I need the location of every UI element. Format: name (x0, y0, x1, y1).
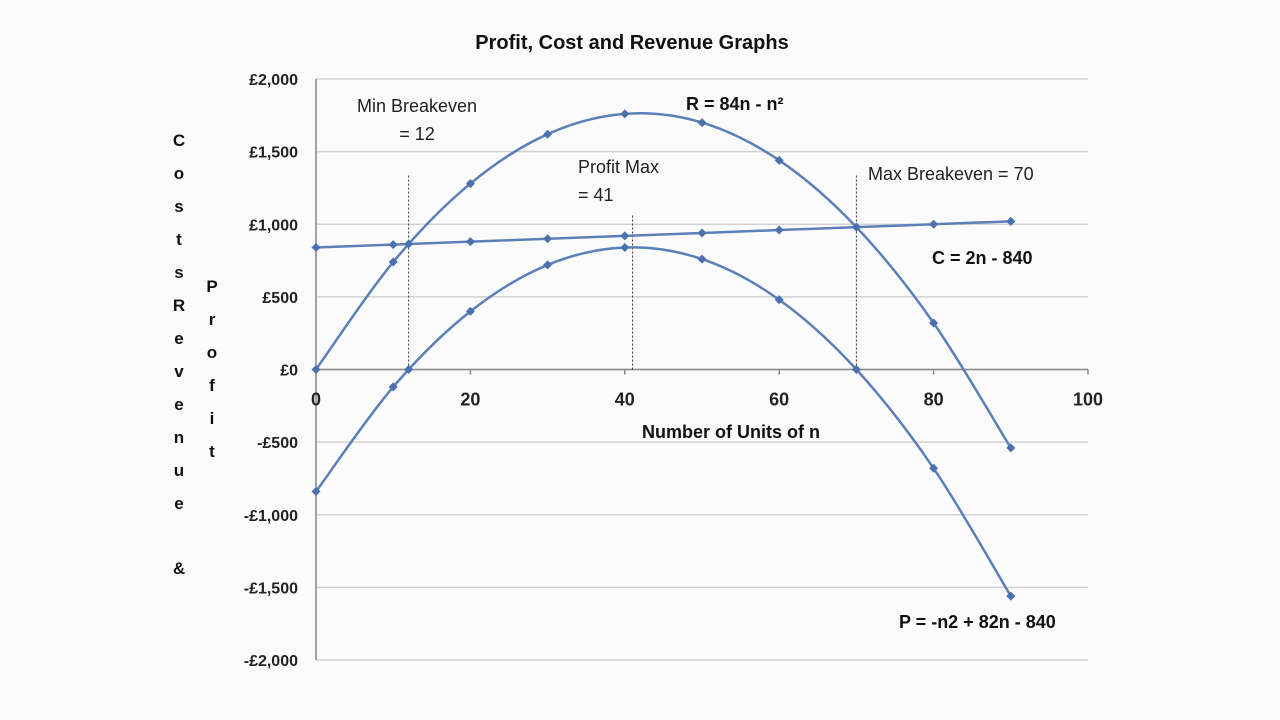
x-tick-label: 100 (1073, 390, 1103, 410)
y-tick-label: £1,500 (249, 145, 298, 162)
annotations: Min Breakeven = 12 Profit Max = 41 Max Break… (357, 96, 1034, 205)
data-point (388, 240, 398, 250)
tick-labels: £2,000 £1,500 £1,000 £500 £0 -£500 -£1,000 -£1,… (244, 72, 1103, 670)
breakeven-point (404, 239, 414, 249)
y-label-letter: & (173, 559, 185, 578)
marker-layer (311, 109, 1016, 601)
series-label: C = 2n - 840 (932, 248, 1033, 268)
series-line-2 (314, 246, 1012, 597)
y-label-letter: t (176, 230, 182, 249)
data-point (929, 463, 939, 473)
data-point (620, 242, 630, 252)
y-tick-label: £2,000 (249, 72, 298, 89)
y-label-letter: n (174, 428, 184, 447)
y-label-letter: s (174, 197, 183, 216)
y-label-letter: s (174, 263, 183, 282)
data-point (1006, 443, 1016, 453)
data-point (929, 318, 939, 328)
data-point (311, 365, 321, 374)
data-point (697, 254, 707, 264)
breakeven-point (404, 365, 414, 374)
annotation-text: Profit Max (578, 157, 659, 177)
y-label-letter: r (209, 310, 216, 329)
data-point (388, 382, 398, 392)
chart-title: Profit, Cost and Revenue Graphs (475, 32, 788, 54)
data-point (543, 129, 553, 139)
grid-layer (315, 78, 1089, 661)
y-label-letter: e (174, 329, 183, 348)
data-point (465, 179, 475, 189)
y-label-letter: v (174, 362, 184, 381)
data-point (465, 306, 475, 316)
y-axis-label-right: Profit (206, 277, 217, 461)
y-label-letter: P (206, 277, 217, 296)
series-label: R = 84n - n² (686, 94, 784, 114)
data-point (465, 237, 475, 247)
y-label-letter: o (207, 343, 217, 362)
y-label-letter: i (210, 409, 215, 428)
annotation-text: = 12 (399, 124, 435, 144)
x-tick-label: 40 (615, 390, 635, 410)
data-point (620, 109, 630, 119)
series-layer (314, 112, 1012, 597)
data-point (774, 155, 784, 165)
y-tick-label: £1,000 (249, 217, 298, 234)
data-point (1006, 591, 1016, 601)
x-tick-label: 0 (311, 390, 321, 410)
y-tick-label: -£1,500 (244, 580, 298, 597)
reference-lines (408, 173, 857, 370)
data-point (774, 225, 784, 235)
y-label-letter: o (174, 164, 184, 183)
data-point (774, 295, 784, 305)
data-point (697, 228, 707, 238)
annotation-text: Min Breakeven (357, 96, 477, 116)
series-line-0 (314, 112, 1012, 449)
data-point (697, 118, 707, 128)
data-point (311, 242, 321, 252)
data-point (311, 487, 321, 497)
series-line-1 (315, 220, 1011, 249)
y-tick-label: £500 (262, 290, 298, 307)
y-label-letter: f (209, 376, 215, 395)
x-tick-label: 60 (769, 390, 789, 410)
y-label-letter: e (174, 494, 183, 513)
y-tick-label: £0 (280, 363, 298, 380)
annotation-text: = 41 (578, 185, 614, 205)
y-tick-label: -£500 (257, 435, 298, 452)
data-point (543, 260, 553, 270)
y-label-letter: C (173, 131, 185, 150)
data-point (851, 222, 861, 232)
data-point (620, 231, 630, 241)
x-tick-label: 80 (924, 390, 944, 410)
y-label-letter: R (173, 296, 185, 315)
y-tick-label: -£2,000 (244, 653, 298, 670)
data-point (1006, 216, 1016, 226)
x-tick-label: 20 (460, 390, 480, 410)
data-point (929, 219, 939, 229)
y-label-letter: t (209, 442, 215, 461)
series-labels: R = 84n - n² C = 2n - 840 P = -n2 + 82n - … (686, 94, 1056, 632)
data-point (388, 257, 398, 267)
y-label-letter: e (174, 395, 183, 414)
annotation-text: Max Breakeven = 70 (868, 164, 1034, 184)
y-label-letter: u (174, 461, 184, 480)
data-point (543, 234, 553, 244)
data-point (851, 365, 861, 374)
x-axis-label: Number of Units of n (642, 422, 820, 442)
series-label: P = -n2 + 82n - 840 (899, 612, 1056, 632)
y-tick-label: -£1,000 (244, 508, 298, 525)
